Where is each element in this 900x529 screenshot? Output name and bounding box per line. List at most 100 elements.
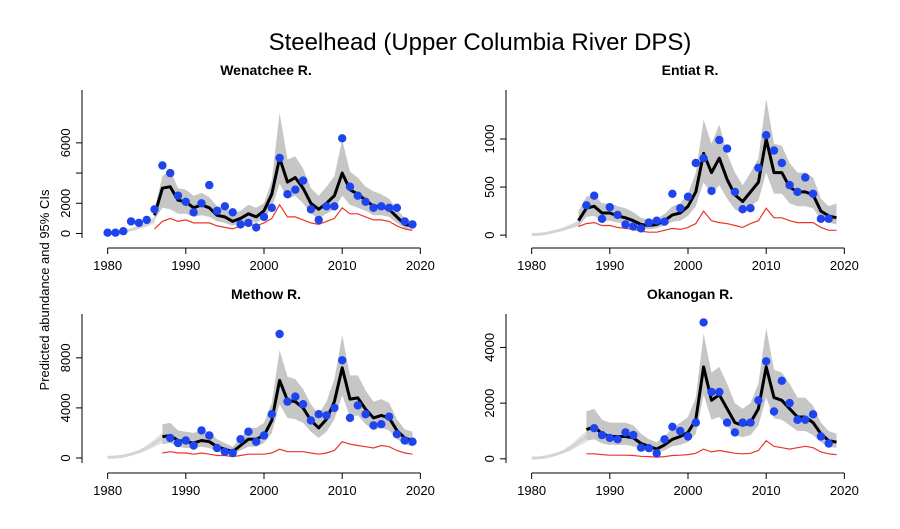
x-tick-label: 1980 [517, 483, 546, 498]
observed-point [691, 158, 700, 168]
x-tick-label: 1990 [595, 258, 624, 273]
observed-point [158, 161, 167, 170]
x-tick-label: 2010 [752, 483, 781, 498]
observed-point [644, 444, 654, 453]
observed-point [244, 427, 253, 436]
observed-point [824, 439, 833, 448]
observed-point [621, 428, 630, 437]
observed-point [298, 400, 308, 409]
panel-title: Methow R. [231, 286, 301, 302]
y-tick-label: 4000 [482, 333, 497, 362]
observed-point [590, 191, 599, 200]
observed-point [181, 197, 190, 206]
observed-point [777, 376, 786, 385]
x-tick-label: 1990 [171, 483, 200, 498]
observed-point [330, 202, 339, 211]
x-tick-label: 2000 [674, 483, 703, 498]
estimate-line [577, 137, 837, 227]
panel-2: Methow R. 1980 1990 2000 2010 2020 0 4000 8000 [58, 286, 435, 498]
observed-point [769, 146, 779, 155]
y-tick-label: 0 [58, 230, 73, 237]
panel-title: Entiat R. [662, 62, 719, 78]
x-tick-label: 2010 [328, 483, 357, 498]
observed-point [103, 228, 112, 237]
observed-point [801, 173, 810, 182]
observed-point [267, 203, 276, 212]
observed-point [769, 407, 779, 416]
observed-point [683, 192, 693, 201]
observed-point [722, 418, 732, 427]
observed-point [824, 214, 833, 223]
observed-point [228, 448, 237, 458]
x-tick-label: 2020 [830, 483, 859, 498]
observed-point [150, 205, 159, 214]
y-tick-label: 1000 [482, 125, 497, 154]
observed-point [361, 197, 370, 206]
x-tick-label: 1980 [517, 258, 546, 273]
observed-point [629, 222, 638, 231]
observed-point [322, 202, 331, 211]
observed-point [267, 410, 276, 419]
y-tick-label: 2000 [58, 189, 73, 218]
figure-title: Steelhead (Upper Columbia River DPS) [269, 29, 692, 56]
observed-point [605, 433, 614, 443]
observed-point [808, 189, 818, 198]
observed-point [119, 227, 128, 236]
observed-point [754, 163, 763, 172]
x-tick-label: 2020 [406, 258, 435, 273]
observed-point [166, 168, 175, 178]
x-tick-label: 2010 [328, 258, 357, 273]
observed-point [197, 199, 206, 208]
observed-point [408, 437, 417, 446]
pre-series-line [531, 222, 580, 237]
observed-point [676, 426, 685, 436]
observed-point [228, 208, 237, 217]
observed-point [754, 396, 763, 405]
observed-point [707, 186, 716, 196]
observed-point [173, 191, 183, 200]
observed-point [291, 392, 300, 401]
observed-point [392, 203, 402, 212]
observed-point [605, 203, 614, 212]
observed-point [652, 216, 661, 225]
y-tick-label: 6000 [58, 128, 73, 157]
observed-point [181, 436, 190, 445]
observed-point [369, 203, 378, 212]
observed-point [236, 220, 245, 229]
observed-point [353, 401, 362, 410]
observed-point [597, 430, 607, 440]
observed-point [652, 449, 661, 458]
y-tick-label: 4000 [58, 393, 73, 422]
observed-point [808, 410, 818, 419]
panel-3: Okanogan R. 1980 1990 2000 2010 2020 0 2000 4000 [482, 286, 859, 498]
observed-point [738, 205, 747, 214]
panels: Wenatchee R. 1980 1990 2000 2010 2020 0 2000 600… [58, 62, 859, 498]
observed-point [738, 418, 747, 427]
x-tick-label: 2020 [830, 258, 859, 273]
pre-series-line [107, 436, 164, 459]
observed-point [785, 398, 794, 408]
observed-point [283, 397, 292, 406]
observed-point [330, 403, 339, 413]
lower-bound-line [154, 203, 413, 231]
observed-point [314, 215, 323, 225]
y-tick-label: 0 [58, 454, 73, 461]
observed-point [377, 202, 386, 211]
observed-point [730, 428, 740, 437]
observed-point [353, 191, 362, 200]
observed-point [801, 415, 810, 424]
observed-point [746, 418, 755, 427]
observed-point [691, 418, 700, 427]
observed-point [621, 220, 630, 229]
observed-point [722, 144, 732, 153]
observed-point [134, 218, 144, 228]
observed-point [400, 217, 409, 226]
observed-point [660, 217, 669, 226]
observed-point [582, 201, 591, 210]
panel-0: Wenatchee R. 1980 1990 2000 2010 2020 0 2000 600… [58, 62, 435, 273]
observed-point [306, 416, 316, 425]
lower-bound-line [162, 441, 413, 458]
lower-bound-line [586, 439, 837, 458]
observed-point [613, 210, 622, 220]
observed-point [298, 176, 308, 185]
